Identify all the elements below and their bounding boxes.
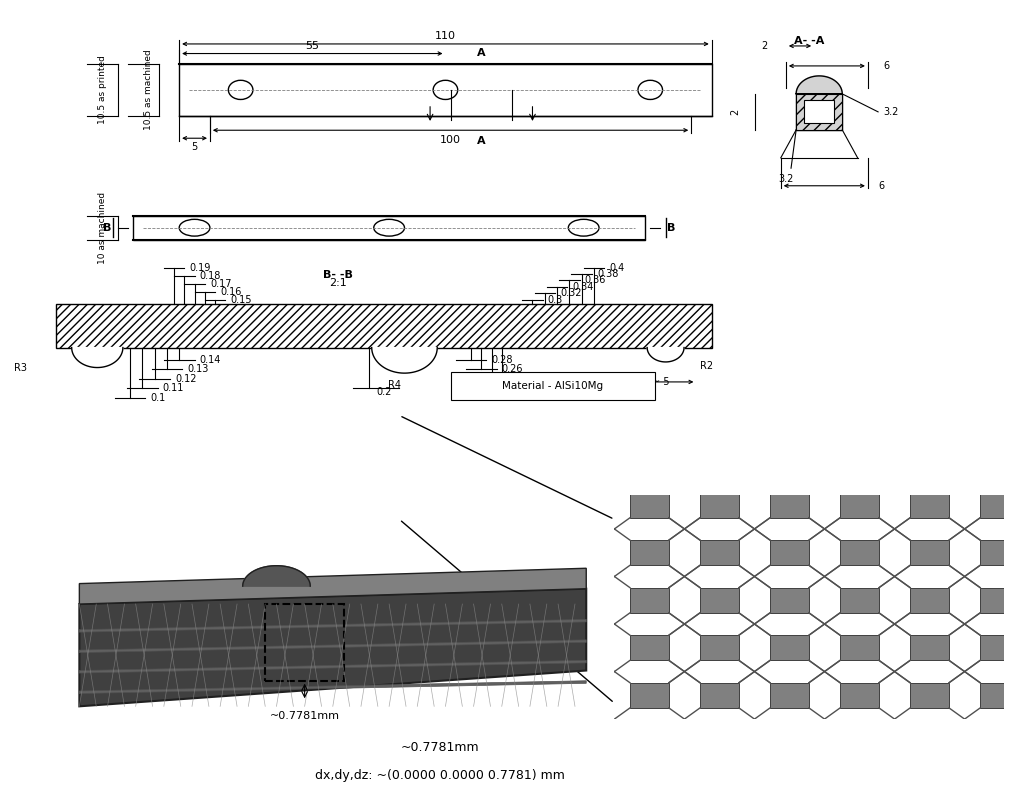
Polygon shape xyxy=(630,540,669,566)
Polygon shape xyxy=(630,588,669,613)
Text: 2:1: 2:1 xyxy=(329,277,347,288)
Polygon shape xyxy=(797,94,842,129)
Text: 0.22: 0.22 xyxy=(522,384,544,393)
FancyBboxPatch shape xyxy=(451,372,655,400)
Polygon shape xyxy=(910,682,949,708)
Polygon shape xyxy=(770,588,809,613)
Text: B- -B: B- -B xyxy=(323,269,353,280)
Text: 6: 6 xyxy=(883,61,889,71)
Polygon shape xyxy=(910,540,949,566)
Text: 2: 2 xyxy=(761,41,768,51)
Text: 0.11: 0.11 xyxy=(163,384,184,393)
Polygon shape xyxy=(80,681,587,694)
Polygon shape xyxy=(372,348,437,373)
Polygon shape xyxy=(72,348,123,368)
Text: 100: 100 xyxy=(440,135,461,145)
Polygon shape xyxy=(647,348,684,362)
Text: 0.34: 0.34 xyxy=(572,282,594,292)
Text: 0.17: 0.17 xyxy=(210,279,231,288)
Polygon shape xyxy=(805,100,834,123)
Polygon shape xyxy=(840,540,879,566)
Text: 0.36: 0.36 xyxy=(585,276,606,285)
Text: 0.2: 0.2 xyxy=(376,387,392,396)
Text: 10.5 as printed: 10.5 as printed xyxy=(98,55,106,125)
Text: dx,dy,dz: ~(0.0000 0.0000 0.7781) mm: dx,dy,dz: ~(0.0000 0.0000 0.7781) mm xyxy=(315,769,565,781)
Text: 55: 55 xyxy=(305,41,319,51)
Polygon shape xyxy=(700,540,739,566)
Polygon shape xyxy=(700,682,739,708)
Text: ~0.7781mm: ~0.7781mm xyxy=(269,711,340,721)
Text: 0.32: 0.32 xyxy=(560,288,582,298)
Text: 0.38: 0.38 xyxy=(597,269,618,279)
Text: Material - AlSi10Mg: Material - AlSi10Mg xyxy=(503,380,603,391)
Text: ~0.7781mm: ~0.7781mm xyxy=(401,741,479,753)
Text: 0.13: 0.13 xyxy=(187,364,209,374)
Polygon shape xyxy=(243,566,310,586)
Text: 3.2: 3.2 xyxy=(883,107,899,117)
Text: 3.2: 3.2 xyxy=(778,174,794,184)
Text: 10 as machined: 10 as machined xyxy=(98,192,106,264)
Text: R3: R3 xyxy=(14,363,27,372)
Text: R4: R4 xyxy=(388,380,400,390)
Polygon shape xyxy=(80,660,587,673)
Text: 0.16: 0.16 xyxy=(220,287,242,296)
Text: 0.1: 0.1 xyxy=(151,393,166,403)
Polygon shape xyxy=(840,588,879,613)
Polygon shape xyxy=(770,492,809,518)
Text: 0.4: 0.4 xyxy=(609,263,625,272)
Polygon shape xyxy=(910,492,949,518)
Text: R2: R2 xyxy=(700,361,713,371)
Polygon shape xyxy=(770,635,809,660)
Text: 0.15: 0.15 xyxy=(230,295,252,304)
Polygon shape xyxy=(770,682,809,708)
Text: 0.3: 0.3 xyxy=(548,295,563,304)
Polygon shape xyxy=(980,540,1019,566)
Text: 10.5 as machined: 10.5 as machined xyxy=(144,50,153,130)
Polygon shape xyxy=(980,492,1019,518)
Text: 5: 5 xyxy=(191,142,198,153)
Polygon shape xyxy=(980,682,1019,708)
Polygon shape xyxy=(840,492,879,518)
Polygon shape xyxy=(80,568,587,604)
Text: 0.14: 0.14 xyxy=(200,355,221,364)
Text: 0.19: 0.19 xyxy=(189,263,211,272)
Polygon shape xyxy=(797,94,842,129)
Polygon shape xyxy=(700,588,739,613)
Text: ~ 5: ~ 5 xyxy=(651,377,670,387)
Polygon shape xyxy=(700,492,739,518)
Text: B: B xyxy=(103,223,112,233)
Text: A- -A: A- -A xyxy=(794,36,824,46)
Polygon shape xyxy=(56,304,712,348)
Text: 0.28: 0.28 xyxy=(492,355,513,364)
Text: B: B xyxy=(667,223,675,233)
Polygon shape xyxy=(840,635,879,660)
Polygon shape xyxy=(630,682,669,708)
Text: 110: 110 xyxy=(435,30,456,41)
Polygon shape xyxy=(80,589,587,706)
Text: 2: 2 xyxy=(730,109,739,115)
Text: A: A xyxy=(477,136,485,146)
Text: 0.12: 0.12 xyxy=(175,374,197,384)
Polygon shape xyxy=(80,619,587,632)
Polygon shape xyxy=(700,635,739,660)
Polygon shape xyxy=(80,640,587,653)
Polygon shape xyxy=(980,588,1019,613)
Text: 6: 6 xyxy=(879,181,884,191)
Polygon shape xyxy=(840,682,879,708)
Polygon shape xyxy=(797,76,842,94)
Text: 0.24: 0.24 xyxy=(512,374,534,384)
Polygon shape xyxy=(910,588,949,613)
Polygon shape xyxy=(630,635,669,660)
Polygon shape xyxy=(980,635,1019,660)
Text: 0.26: 0.26 xyxy=(502,364,523,374)
Text: A: A xyxy=(477,48,485,58)
Polygon shape xyxy=(910,635,949,660)
Polygon shape xyxy=(770,540,809,566)
Text: 0.18: 0.18 xyxy=(200,271,221,280)
Polygon shape xyxy=(630,492,669,518)
